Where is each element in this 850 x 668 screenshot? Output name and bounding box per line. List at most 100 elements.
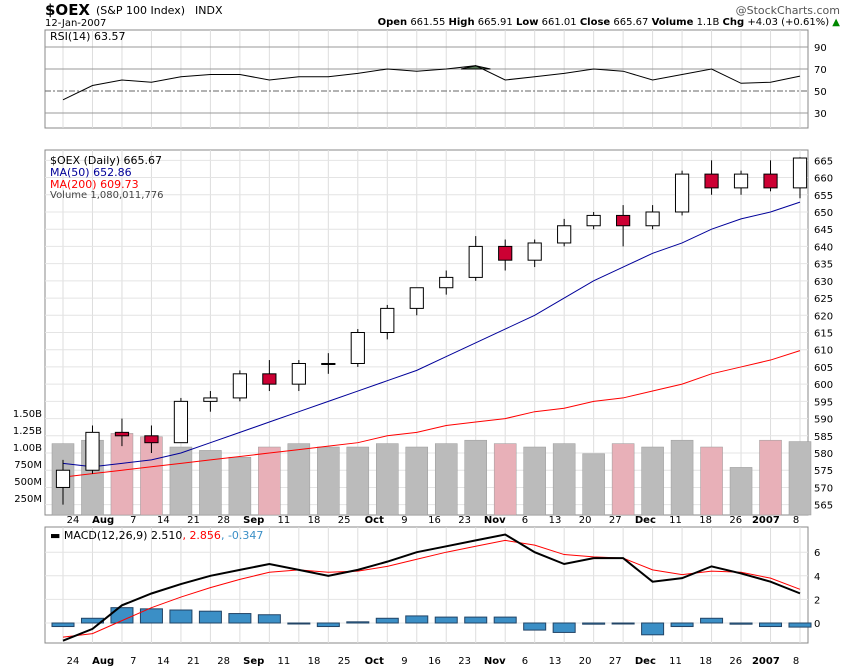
candle-body bbox=[55, 469, 71, 488]
price-tick: 610 bbox=[814, 346, 833, 357]
x-tick-label: 13 bbox=[549, 515, 562, 526]
price-tick: 620 bbox=[814, 311, 833, 322]
ma200-legend: MA(200) 609.73 bbox=[50, 178, 139, 191]
histogram-bar bbox=[257, 614, 281, 624]
open-label: Open bbox=[377, 17, 408, 28]
x-tick-label: 21 bbox=[187, 656, 200, 667]
volume-bar bbox=[759, 439, 782, 516]
candle-body bbox=[203, 397, 218, 402]
candle-body bbox=[498, 245, 513, 261]
volume-bar bbox=[670, 439, 694, 516]
histogram-bar bbox=[729, 622, 753, 625]
volume-bar bbox=[346, 446, 370, 516]
volume-value: 1.1B bbox=[696, 17, 720, 28]
histogram-bar bbox=[552, 622, 576, 633]
x-tick-label: 13 bbox=[549, 656, 562, 667]
histogram-bar bbox=[464, 616, 488, 624]
x-tick-label: 25 bbox=[338, 656, 351, 667]
volume-tick: 1.50B bbox=[13, 409, 42, 420]
volume-tick: 1.00B bbox=[13, 443, 42, 454]
x-tick-label: Aug bbox=[92, 515, 114, 526]
x-tick-label: 27 bbox=[609, 656, 622, 667]
candle-body bbox=[586, 214, 601, 227]
volume-bar bbox=[317, 446, 340, 516]
candle-body bbox=[232, 373, 247, 399]
x-tick-label: 7 bbox=[130, 656, 136, 667]
candle-body bbox=[173, 400, 189, 444]
macd-tick: 2 bbox=[814, 595, 820, 606]
x-tick-label: 14 bbox=[157, 656, 170, 667]
x-tick-label: 26 bbox=[729, 515, 742, 526]
volume-tick: 250M bbox=[14, 494, 42, 505]
candle-body bbox=[350, 332, 365, 364]
volume-bar bbox=[729, 467, 753, 516]
x-tick-label: Sep bbox=[243, 515, 264, 526]
price-tick: 600 bbox=[814, 380, 833, 391]
volume-bar bbox=[582, 453, 605, 516]
brand-logo: @StockCharts.com bbox=[735, 4, 840, 17]
x-tick-label: 14 bbox=[157, 515, 170, 526]
x-tick-label: Oct bbox=[365, 656, 384, 667]
x-tick-label: 18 bbox=[699, 656, 712, 667]
x-tick-label: 20 bbox=[579, 656, 592, 667]
macd-tick: 4 bbox=[814, 572, 820, 583]
histogram-bar bbox=[51, 622, 75, 628]
volume-tick: 1.25B bbox=[13, 426, 42, 437]
histogram-bar bbox=[582, 622, 606, 625]
up-arrow-icon: ▲ bbox=[832, 17, 840, 28]
chg-value: +4.03 (+0.61%) bbox=[747, 17, 830, 28]
histogram-bar bbox=[788, 622, 812, 628]
ma200-line bbox=[62, 350, 801, 478]
x-tick-label: 23 bbox=[458, 656, 471, 667]
price-tick: 585 bbox=[814, 432, 833, 443]
x-tick-label: Oct bbox=[365, 515, 384, 526]
ma50-legend: MA(50) 652.86 bbox=[50, 166, 132, 179]
candle-body bbox=[616, 214, 631, 227]
close-value: 665.67 bbox=[613, 17, 649, 28]
x-tick-label: 11 bbox=[278, 515, 291, 526]
low-value: 661.01 bbox=[541, 17, 577, 28]
macd-panel bbox=[44, 526, 809, 644]
histogram-bar bbox=[139, 608, 163, 624]
price-tick: 570 bbox=[814, 483, 833, 494]
histogram-bar bbox=[641, 622, 665, 636]
macd-value: 2.510 bbox=[150, 529, 183, 542]
x-tick-label: 27 bbox=[609, 515, 622, 526]
x-tick-label: 16 bbox=[428, 656, 441, 667]
candle-body bbox=[409, 287, 424, 309]
hist-value: -0.347 bbox=[227, 529, 264, 542]
x-tick-label: 24 bbox=[67, 515, 80, 526]
price-legend: $OEX (Daily) 665.67 bbox=[50, 154, 163, 167]
candle-body bbox=[674, 173, 690, 213]
x-tick-label: 11 bbox=[669, 515, 682, 526]
rsi-line bbox=[62, 65, 801, 101]
candle-body bbox=[85, 431, 100, 471]
macd-tick: 6 bbox=[814, 548, 820, 559]
volume-bar bbox=[493, 443, 517, 516]
candle-body bbox=[704, 173, 719, 189]
candle-body bbox=[291, 362, 306, 385]
candle-body bbox=[380, 307, 395, 334]
volume-bar bbox=[700, 446, 723, 516]
x-tick-label: 8 bbox=[793, 656, 799, 667]
ma50-line bbox=[62, 201, 801, 468]
x-tick-label: 11 bbox=[669, 656, 682, 667]
macd-tick: 0 bbox=[814, 619, 820, 630]
candle-body bbox=[527, 242, 542, 261]
close-label: Close bbox=[579, 17, 611, 28]
volume-bar bbox=[523, 446, 546, 516]
x-tick-label: 2007 bbox=[752, 515, 780, 526]
histogram-bar bbox=[759, 622, 783, 628]
volume-tick: 500M bbox=[14, 477, 42, 488]
price-tick: 605 bbox=[814, 363, 833, 374]
volume-bar bbox=[788, 441, 812, 516]
price-tick: 630 bbox=[814, 277, 833, 288]
volume-bar bbox=[641, 446, 664, 516]
volume-bar bbox=[169, 446, 193, 516]
x-tick-label: 8 bbox=[793, 515, 799, 526]
x-tick-label: 26 bbox=[729, 656, 742, 667]
x-tick-label: 6 bbox=[522, 515, 528, 526]
candle-body bbox=[321, 362, 336, 365]
volume-tick: 750M bbox=[14, 460, 42, 471]
